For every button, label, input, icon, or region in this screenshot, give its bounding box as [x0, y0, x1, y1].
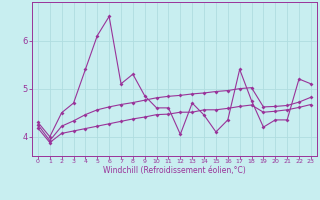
X-axis label: Windchill (Refroidissement éolien,°C): Windchill (Refroidissement éolien,°C) [103, 166, 246, 175]
